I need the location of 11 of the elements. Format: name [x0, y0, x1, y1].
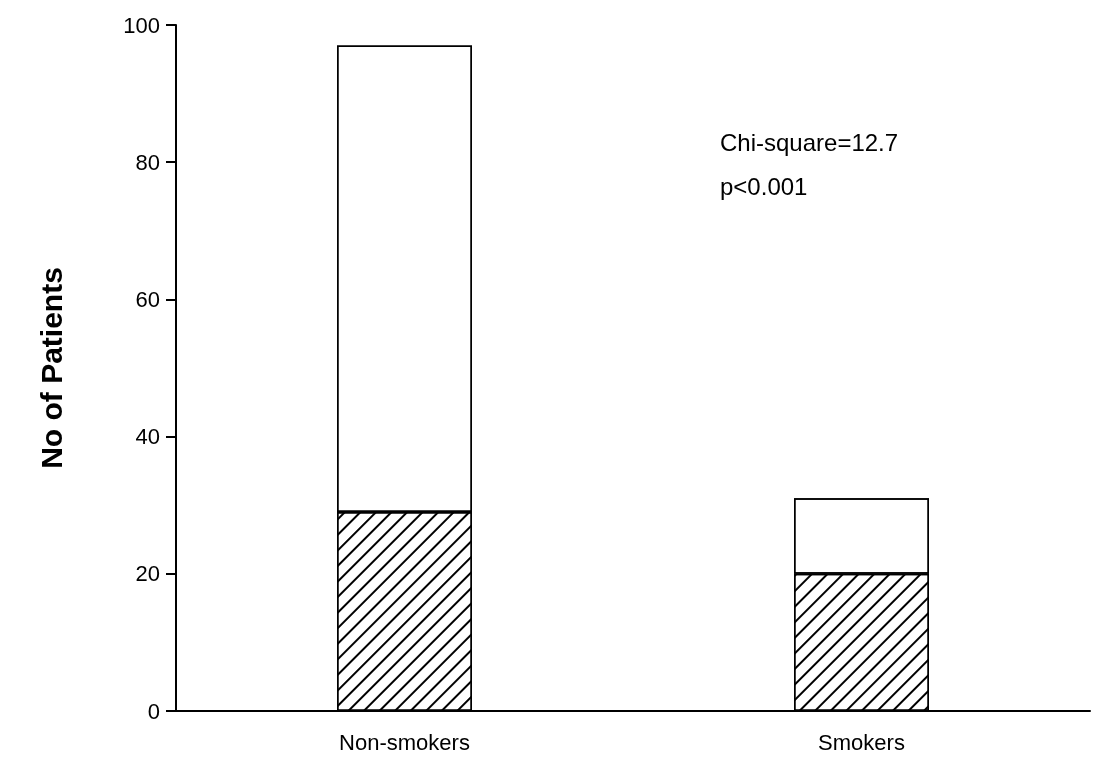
y-tick-label: 80: [135, 149, 160, 175]
y-axis-title: No of Patients: [34, 267, 68, 469]
y-tick-label: 40: [135, 424, 160, 450]
y-tick-label: 20: [135, 561, 160, 587]
x-tick-label: Non-smokers: [339, 729, 470, 755]
y-tick-label: 60: [135, 286, 160, 312]
annotation: Chi-square=12.7: [720, 128, 899, 156]
y-tick-label: 0: [147, 698, 160, 724]
annotation: p<0.001: [720, 172, 808, 200]
y-tick-label: 100: [123, 12, 160, 38]
x-tick-label: Smokers: [818, 729, 905, 755]
